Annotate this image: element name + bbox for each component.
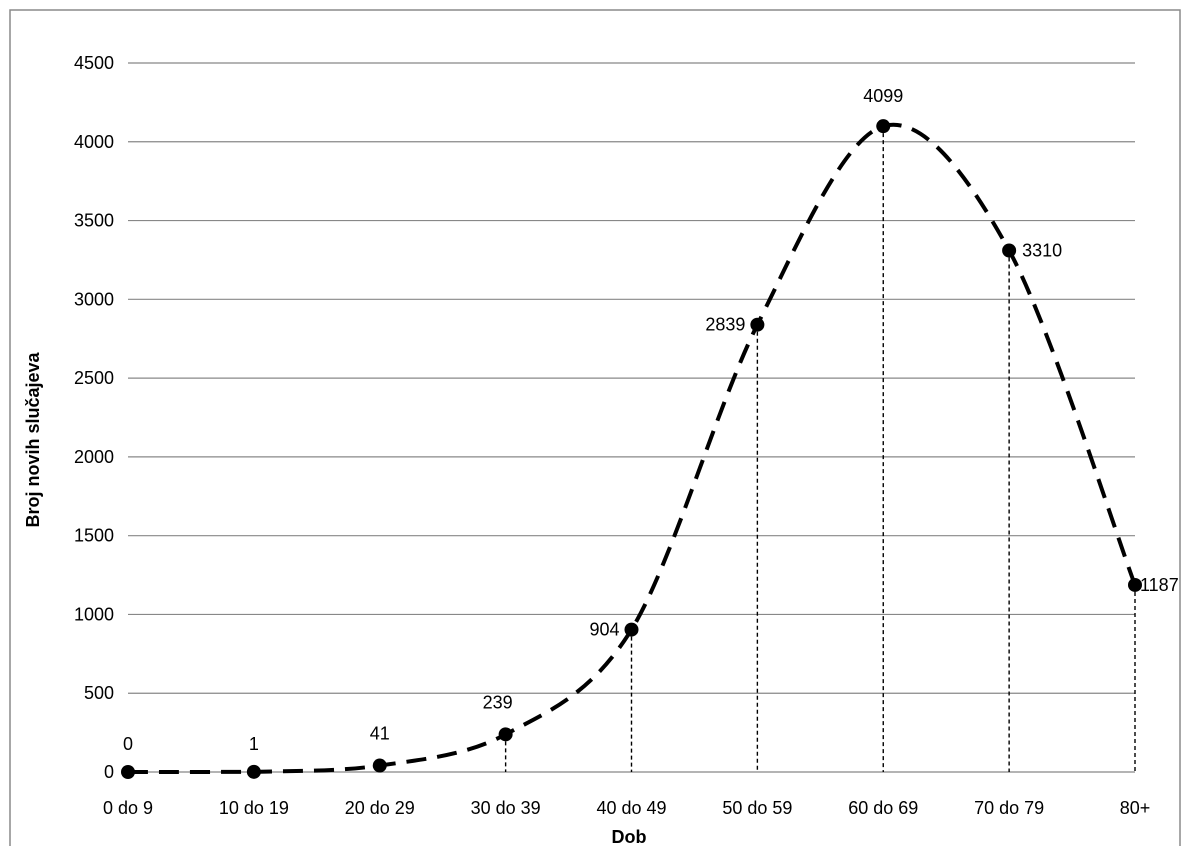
y-tick-label: 3000 [74, 289, 114, 309]
data-point [121, 765, 135, 779]
data-point [1128, 577, 1142, 592]
data-point [750, 317, 765, 332]
data-point [372, 758, 387, 773]
data-label: 2839 [705, 315, 745, 335]
drop-lines [253, 126, 1136, 772]
x-tick-label: 10 do 19 [219, 798, 289, 818]
x-tick-label: 80+ [1120, 798, 1151, 818]
data-point [876, 119, 891, 134]
x-tick-label: 40 do 49 [596, 798, 666, 818]
data-label: 4099 [863, 86, 903, 106]
y-tick-label: 500 [84, 683, 114, 703]
x-axis-title: Dob [612, 827, 647, 846]
x-tick-label: 50 do 59 [722, 798, 792, 818]
data-point [498, 727, 513, 742]
data-label: 0 [123, 734, 133, 754]
data-label: 3310 [1022, 240, 1062, 260]
y-tick-label: 1000 [74, 604, 114, 624]
data-label: 1187 [1140, 575, 1179, 595]
chart-border [9, 9, 1181, 846]
data-points [121, 119, 1142, 779]
y-tick-label: 3500 [74, 211, 114, 231]
x-tick-label: 20 do 29 [345, 798, 415, 818]
data-label: 904 [589, 620, 619, 640]
x-tick-label: 30 do 39 [471, 798, 541, 818]
data-point [624, 622, 639, 637]
x-tick-label: 60 do 69 [848, 798, 918, 818]
series-line [127, 122, 1137, 774]
y-tick-label: 2000 [74, 447, 114, 467]
y-tick-label: 2500 [74, 368, 114, 388]
x-axis-tick-labels: 0 do 9 10 do 19 20 do 29 30 do 39 40 do 49 50… [103, 798, 1150, 818]
y-tick-label: 0 [104, 762, 114, 782]
y-tick-label: 4000 [74, 132, 114, 152]
data-label: 41 [370, 724, 390, 744]
y-axis-tick-labels: 0 500 1000 1500 2000 2500 3000 3500 4000 4500 [74, 53, 114, 782]
y-tick-label: 4500 [74, 53, 114, 73]
x-tick-label: 0 do 9 [103, 798, 153, 818]
y-tick-label: 1500 [74, 526, 114, 546]
data-label: 1 [249, 734, 259, 754]
data-labels: 0 1 41 239 904 2839 4099 3310 1187 [123, 86, 1179, 754]
series-line-group [127, 122, 1137, 774]
x-tick-label: 70 do 79 [974, 798, 1044, 818]
data-label: 239 [483, 692, 513, 712]
data-point [1002, 243, 1017, 258]
y-axis-title: Broj novih slučajeva [23, 351, 43, 527]
gridlines [128, 62, 1135, 773]
data-point [246, 764, 261, 779]
